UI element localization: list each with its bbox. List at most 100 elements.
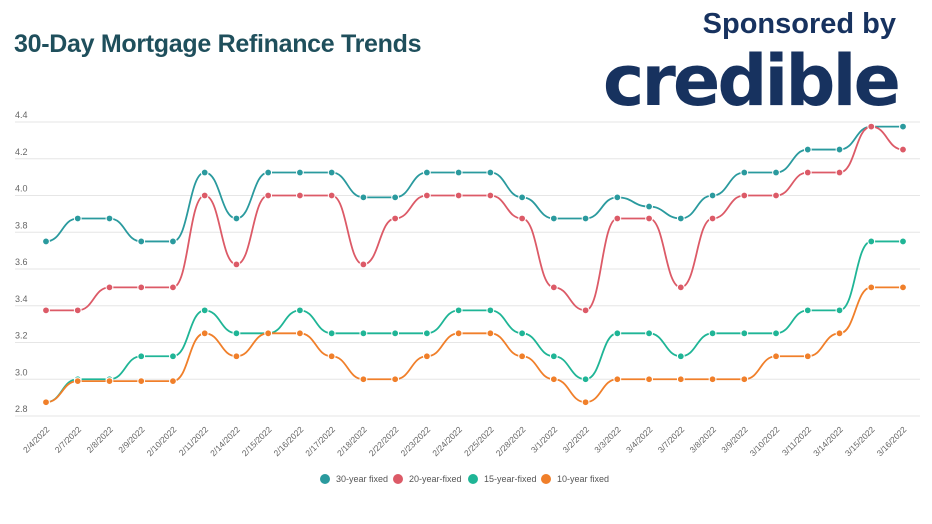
- x-tick-label: 2/7/2022: [53, 424, 84, 455]
- data-point: [486, 329, 495, 338]
- x-tick-label: 3/8/2022: [687, 424, 718, 455]
- data-point: [549, 352, 558, 361]
- data-point: [549, 375, 558, 384]
- legend-label: 10-year fixed: [557, 474, 609, 484]
- data-point: [296, 191, 304, 200]
- x-tick-label: 3/4/2022: [624, 424, 655, 455]
- legend-marker: [468, 474, 478, 484]
- x-tick-label: 2/24/2022: [430, 424, 464, 458]
- page-title: 30-Day Mortgage Refinance Trends: [14, 30, 422, 58]
- data-point: [899, 145, 907, 154]
- data-point: [867, 237, 876, 246]
- data-point: [772, 352, 780, 361]
- data-point: [454, 306, 463, 315]
- data-point: [137, 237, 146, 246]
- data-point: [391, 214, 400, 223]
- data-point: [708, 214, 717, 223]
- data-point: [137, 352, 146, 361]
- data-point: [645, 202, 653, 211]
- data-point: [708, 329, 717, 338]
- data-point: [645, 214, 653, 223]
- data-point: [232, 214, 241, 223]
- data-point: [232, 260, 241, 269]
- data-point: [518, 352, 527, 361]
- x-tick-label: 3/16/2022: [875, 424, 909, 458]
- data-point: [422, 329, 431, 338]
- data-point: [422, 191, 431, 200]
- data-point: [613, 193, 622, 202]
- data-point: [169, 283, 177, 292]
- data-point: [296, 306, 304, 315]
- data-point: [803, 352, 812, 361]
- data-point: [740, 375, 749, 384]
- legend-marker: [320, 474, 330, 484]
- data-point: [137, 283, 146, 292]
- legend-marker: [393, 474, 403, 484]
- data-point: [676, 352, 685, 361]
- x-tick-label: 2/9/2022: [116, 424, 147, 455]
- x-tick-label: 2/15/2022: [240, 424, 274, 458]
- data-point: [486, 306, 495, 315]
- data-point: [613, 214, 622, 223]
- x-tick-label: 2/16/2022: [272, 424, 306, 458]
- data-point: [645, 375, 653, 384]
- data-point: [899, 237, 907, 246]
- data-point: [835, 168, 844, 177]
- x-tick-label: 3/11/2022: [780, 424, 814, 458]
- data-point: [327, 329, 336, 338]
- data-point: [73, 306, 82, 315]
- data-point: [835, 306, 844, 315]
- data-point: [676, 283, 685, 292]
- data-point: [264, 191, 273, 200]
- data-point: [105, 214, 114, 223]
- data-point: [740, 168, 749, 177]
- data-point: [740, 329, 749, 338]
- y-tick-label: 2.8: [15, 404, 28, 414]
- x-tick-label: 3/1/2022: [529, 424, 560, 455]
- data-point: [518, 193, 527, 202]
- legend-label: 20-year-fixed: [409, 474, 462, 484]
- x-tick-label: 2/18/2022: [335, 424, 369, 458]
- data-point: [518, 329, 527, 338]
- data-point: [772, 191, 780, 200]
- data-point: [200, 329, 209, 338]
- data-point: [359, 193, 368, 202]
- data-point: [327, 352, 336, 361]
- data-point: [327, 168, 336, 177]
- data-point: [486, 191, 495, 200]
- data-point: [518, 214, 527, 223]
- credible-logo: credible: [602, 40, 901, 122]
- data-point: [835, 145, 844, 154]
- y-tick-label: 3.8: [15, 220, 28, 230]
- data-point: [359, 375, 368, 384]
- data-point: [454, 168, 463, 177]
- data-point: [645, 329, 653, 338]
- x-tick-label: 2/25/2022: [462, 424, 496, 458]
- x-tick-label: 3/10/2022: [748, 424, 782, 458]
- data-point: [105, 283, 114, 292]
- data-point: [454, 329, 463, 338]
- data-point: [327, 191, 336, 200]
- x-tick-label: 3/15/2022: [843, 424, 877, 458]
- y-tick-label: 4.0: [15, 184, 28, 194]
- x-tick-label: 3/14/2022: [811, 424, 845, 458]
- data-point: [169, 237, 177, 246]
- series-line-0: [45, 125, 903, 243]
- y-tick-label: 3.6: [15, 257, 28, 267]
- data-point: [169, 352, 177, 361]
- data-point: [391, 193, 400, 202]
- data-point: [73, 377, 82, 385]
- data-point: [867, 283, 876, 292]
- data-point: [867, 122, 876, 131]
- x-tick-label: 2/22/2022: [367, 424, 401, 458]
- legend-label: 30-year fixed: [336, 474, 388, 484]
- data-point: [803, 306, 812, 315]
- x-tick-label: 3/7/2022: [656, 424, 687, 455]
- data-point: [296, 329, 304, 338]
- y-tick-label: 4.4: [15, 110, 28, 120]
- x-tick-label: 2/10/2022: [145, 424, 179, 458]
- data-point: [264, 329, 273, 338]
- data-point: [296, 168, 304, 177]
- x-tick-label: 3/3/2022: [592, 424, 623, 455]
